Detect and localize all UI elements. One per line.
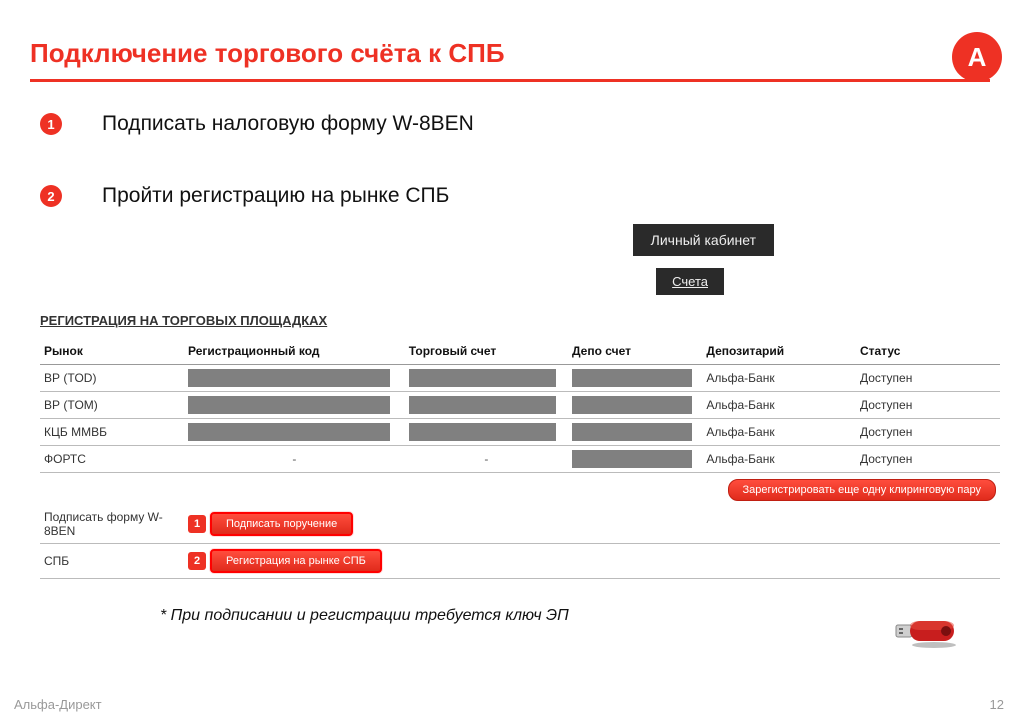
action-badge: 2	[188, 552, 206, 570]
redacted-block	[188, 369, 390, 387]
register-pair-button[interactable]: Зарегистрировать еще одну клиринговую па…	[728, 479, 996, 501]
redacted-block	[188, 396, 390, 414]
brand-logo: А	[952, 32, 1002, 82]
action-label: Подписать форму W-8BEN	[40, 505, 184, 544]
action-cell: 1Подписать поручение	[184, 505, 1000, 544]
cell-depository: Альфа-Банк	[702, 446, 856, 473]
footnote: * При подписании и регистрации требуется…	[160, 607, 984, 625]
cell-depository: Альфа-Банк	[702, 419, 856, 446]
action-cell: 2Регистрация на рынке СПБ	[184, 544, 1000, 579]
action-row: Подписать форму W-8BEN1Подписать поручен…	[40, 505, 1000, 544]
cell-status: Доступен	[856, 392, 1000, 419]
redacted-block	[409, 396, 556, 414]
cell-reg	[184, 365, 405, 392]
redacted-block	[409, 369, 556, 387]
cell-depo	[568, 392, 702, 419]
title-underline	[30, 79, 990, 82]
step-badge: 2	[40, 185, 62, 207]
cell-trade	[405, 419, 568, 446]
action-badge: 1	[188, 515, 206, 533]
redacted-block	[188, 423, 390, 441]
redacted-block	[572, 423, 692, 441]
cell-market: ВР (TOD)	[40, 365, 184, 392]
cell-trade	[405, 365, 568, 392]
col-header-depo: Депо счет	[568, 338, 702, 365]
action-button[interactable]: Подписать поручение	[210, 512, 353, 536]
registration-table: Рынок Регистрационный код Торговый счет …	[40, 338, 1000, 579]
cell-trade: -	[405, 446, 568, 473]
table-row: ФОРТС--Альфа-БанкДоступен	[40, 446, 1000, 473]
page-number: 12	[990, 697, 1004, 712]
table-row: ВР (TOD) Альфа-БанкДоступен	[40, 365, 1000, 392]
cell-depo	[568, 446, 702, 473]
cell-reg	[184, 392, 405, 419]
cell-market: ВР (TOM)	[40, 392, 184, 419]
redacted-block	[409, 423, 556, 441]
step-badge: 1	[40, 113, 62, 135]
cell-status: Доступен	[856, 419, 1000, 446]
cell-depository: Альфа-Банк	[702, 392, 856, 419]
nav-accounts-link[interactable]: Счета	[656, 268, 724, 295]
redacted-block	[572, 369, 692, 387]
footer-brand: Альфа-Директ	[14, 697, 102, 712]
table-row: КЦБ ММВБ Альфа-БанкДоступен	[40, 419, 1000, 446]
redacted-block	[572, 396, 692, 414]
cell-market: КЦБ ММВБ	[40, 419, 184, 446]
page-title: Подключение торгового счёта к СПБ	[30, 38, 994, 79]
col-header-depository: Депозитарий	[702, 338, 856, 365]
col-header-regcode: Регистрационный код	[184, 338, 405, 365]
cell-status: Доступен	[856, 446, 1000, 473]
col-header-trade: Торговый счет	[405, 338, 568, 365]
cell-depo	[568, 365, 702, 392]
redacted-block	[572, 450, 692, 468]
cell-reg: -	[184, 446, 405, 473]
cell-market: ФОРТС	[40, 446, 184, 473]
action-button[interactable]: Регистрация на рынке СПБ	[210, 549, 382, 573]
step-2: 2 Пройти регистрацию на рынке СПБ	[40, 184, 984, 208]
step-text: Пройти регистрацию на рынке СПБ	[102, 184, 449, 208]
usb-token-icon	[894, 613, 964, 654]
col-header-market: Рынок	[40, 338, 184, 365]
step-1: 1 Подписать налоговую форму W-8BEN	[40, 112, 984, 136]
cell-status: Доступен	[856, 365, 1000, 392]
cell-trade	[405, 392, 568, 419]
step-text: Подписать налоговую форму W-8BEN	[102, 112, 474, 136]
nav-cabinet-button[interactable]: Личный кабинет	[633, 224, 774, 256]
action-row: СПБ2Регистрация на рынке СПБ	[40, 544, 1000, 579]
table-row: ВР (TOM) Альфа-БанкДоступен	[40, 392, 1000, 419]
cell-reg	[184, 419, 405, 446]
col-header-status: Статус	[856, 338, 1000, 365]
section-title: РЕГИСТРАЦИЯ НА ТОРГОВЫХ ПЛОЩАДКАХ	[40, 313, 984, 328]
cell-depo	[568, 419, 702, 446]
cell-depository: Альфа-Банк	[702, 365, 856, 392]
brand-logo-letter: А	[968, 42, 987, 73]
action-label: СПБ	[40, 544, 184, 579]
